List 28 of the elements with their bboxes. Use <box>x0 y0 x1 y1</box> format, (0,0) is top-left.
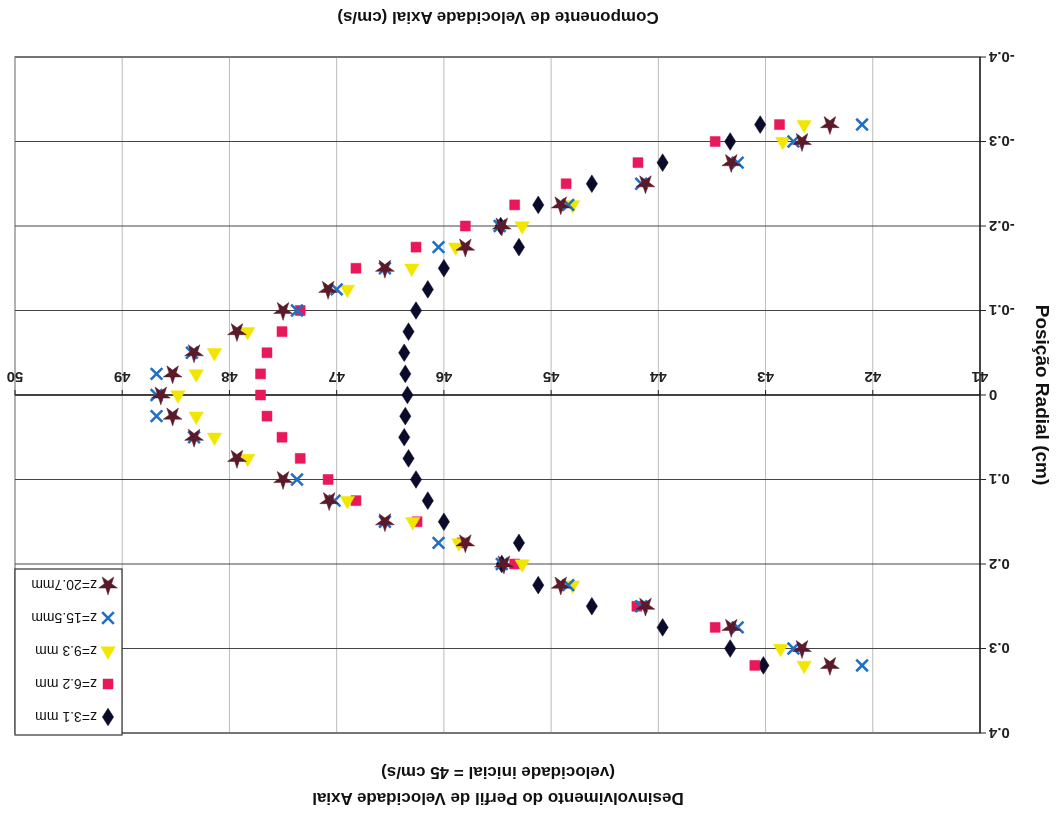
x-tick-label: 50 <box>6 369 24 386</box>
y-tick-label: 0.4 <box>988 724 1010 742</box>
y-axis-title: Posição Radial (cm) <box>1032 304 1053 486</box>
y-tick-label: -0.1 <box>989 302 1015 320</box>
y-tick-label: 0.3 <box>989 640 1010 658</box>
x-tick-label: 43 <box>757 369 774 386</box>
x-tick-label: 45 <box>542 369 560 386</box>
x-axis-title: Componente de Velocidade Axial (cm/s) <box>337 8 659 27</box>
x-tick-label: 42 <box>864 369 882 386</box>
legend-label: z=3.1 mm <box>35 709 97 726</box>
y-tick-label: 0 <box>989 386 998 404</box>
text: (velocidade inicial = 45 cm/s) <box>381 763 615 782</box>
x-tick-label: 41 <box>971 369 989 386</box>
x-tick-label: 46 <box>435 369 453 386</box>
x-tick-label: 47 <box>328 369 346 386</box>
x-tick-label: 49 <box>113 369 131 386</box>
x-tick-label: 48 <box>221 369 238 386</box>
y-tick-label: -0.3 <box>989 133 1015 151</box>
legend-label: z=15.5mm <box>31 610 97 627</box>
legend-label: z=20.7mm <box>31 577 97 594</box>
y-tick-label: 0.2 <box>989 555 1010 573</box>
x-tick-label: 44 <box>649 369 667 386</box>
y-tick-label: 0.1 <box>989 471 1010 489</box>
y-tick-label: -0.2 <box>989 217 1015 235</box>
text: Desinvolvimento do Perfil de Velocidade Axial <box>312 789 684 808</box>
legend-label: z=9.3 mm <box>35 643 97 660</box>
legend-label: z=6.2 mm <box>35 676 97 693</box>
y-tick-label: -0.4 <box>988 48 1015 66</box>
